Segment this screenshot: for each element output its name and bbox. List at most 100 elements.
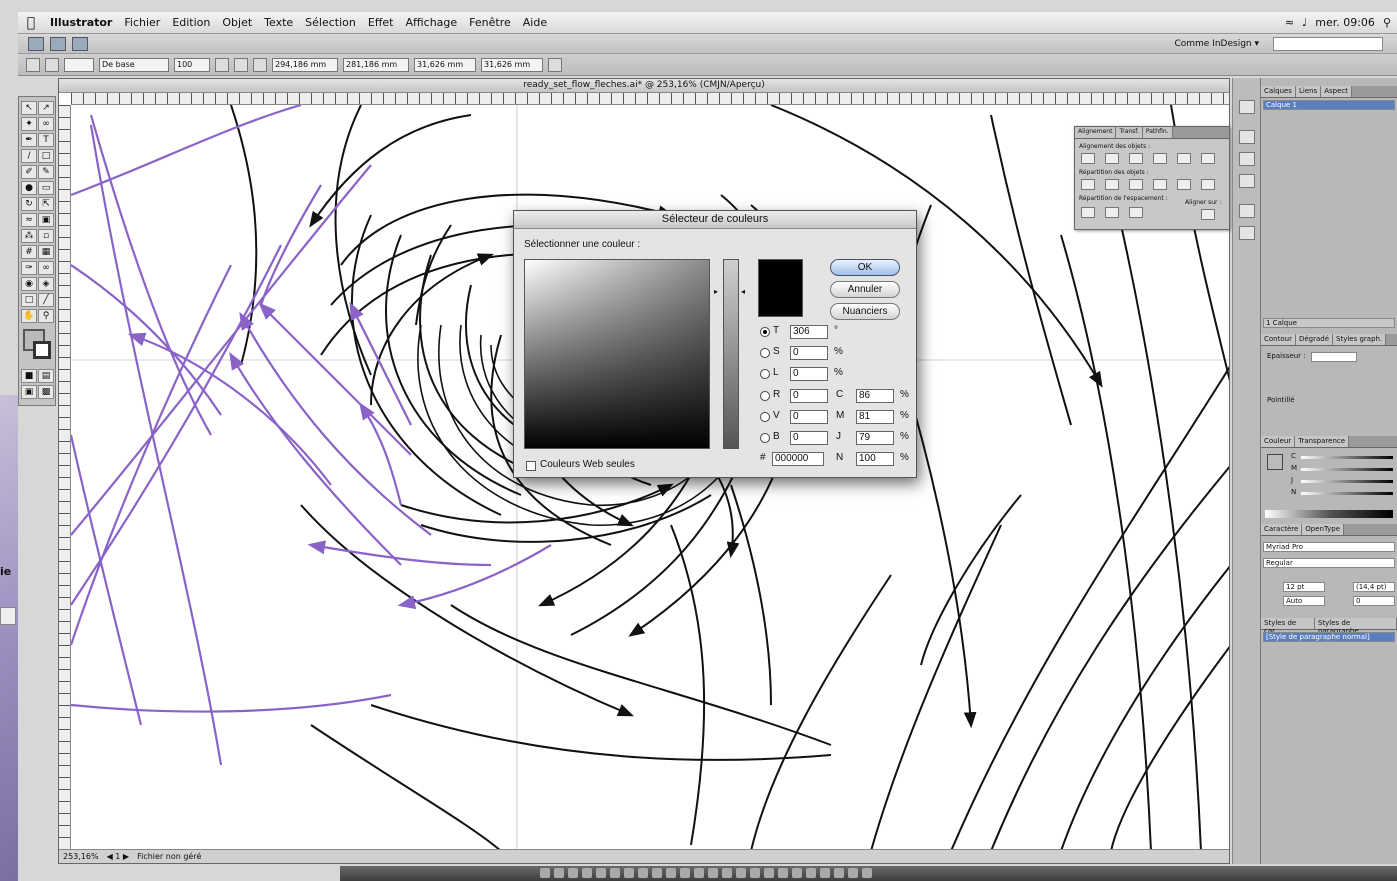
tab-transparence[interactable]: Transparence (1295, 436, 1350, 447)
spacing-field[interactable] (1129, 207, 1143, 218)
tab-styles-graph[interactable]: Styles graph. (1333, 334, 1387, 345)
dock-app-icon[interactable] (834, 868, 844, 878)
workspace-switcher[interactable]: Comme InDesign ▾ (1174, 38, 1259, 49)
dock-app-icon[interactable] (582, 868, 592, 878)
dock-app-icon[interactable] (652, 868, 662, 878)
color-field[interactable] (524, 259, 710, 449)
blend-tool-icon[interactable]: ∞ (38, 261, 54, 275)
selection-tool-icon[interactable]: ↖ (21, 101, 37, 115)
distribute-vcenter-icon[interactable] (1105, 179, 1119, 190)
hand-tool-icon[interactable]: ✋ (21, 309, 37, 323)
align-top-edge-icon[interactable] (1153, 153, 1167, 164)
black-arrow-path[interactable] (230, 104, 258, 366)
green-input[interactable]: 0 (790, 410, 828, 424)
black-arrow-path[interactable] (351, 214, 502, 516)
red-input[interactable]: 0 (790, 389, 828, 403)
dock-app-icon[interactable] (848, 868, 858, 878)
horizontal-ruler[interactable] (71, 93, 1229, 105)
hex-input[interactable]: 000000 (772, 452, 824, 466)
rotate-tool-icon[interactable]: ↻ (21, 197, 37, 211)
cancel-button[interactable]: Annuler (830, 281, 900, 298)
align-horizontal-center-icon[interactable] (1105, 153, 1119, 164)
rectangle-tool-icon[interactable]: □ (38, 149, 54, 163)
tab-couleur[interactable]: Couleur (1261, 436, 1296, 447)
purple-arrow-path[interactable] (239, 311, 432, 536)
purple-arrow-path[interactable] (89, 124, 223, 766)
cyan-slider[interactable] (1301, 456, 1393, 459)
ok-button[interactable]: OK (830, 259, 900, 276)
purple-arrow-path[interactable] (70, 244, 282, 606)
paintbrush-tool-icon[interactable]: ✐ (21, 165, 37, 179)
black-arrow-path[interactable] (730, 484, 772, 706)
purple-arrow-path[interactable] (307, 540, 492, 567)
black-arrow-path[interactable] (990, 114, 1072, 426)
brushes-panel-icon[interactable] (1239, 100, 1255, 114)
dock-app-icon[interactable] (568, 868, 578, 878)
dock-app-icon[interactable] (624, 868, 634, 878)
symbols-panel-icon[interactable] (1239, 152, 1255, 166)
cyan-input[interactable]: 86 (856, 389, 894, 403)
purple-arrow-path[interactable] (69, 264, 232, 646)
stroke-swatch[interactable] (45, 57, 59, 72)
black-arrow-path[interactable] (415, 224, 452, 326)
tab-liens[interactable]: Liens (1295, 86, 1322, 97)
bridge-icon[interactable] (50, 36, 66, 51)
dock-app-icon[interactable] (820, 868, 830, 878)
black-arrow-path[interactable] (400, 483, 674, 524)
color-spectrum-bar[interactable] (1265, 510, 1393, 518)
color-mode-icon[interactable]: ■ (21, 369, 37, 383)
direct-selection-tool-icon[interactable]: ↗ (38, 101, 54, 115)
saturation-radio[interactable] (760, 348, 770, 358)
artboard-navigation[interactable]: ◀ 1 ▶ (106, 852, 130, 861)
gradient-tool-icon[interactable]: ▦ (38, 245, 54, 259)
purple-arrow-path[interactable] (259, 184, 322, 306)
gradient-mode-icon[interactable]: ▤ (38, 369, 54, 383)
dock-app-icon[interactable] (792, 868, 802, 878)
blue-radio[interactable] (760, 433, 770, 443)
menu-selection[interactable]: Sélection (305, 16, 356, 29)
purple-arrow-path[interactable] (258, 302, 412, 456)
purple-arrow-path[interactable] (70, 164, 372, 536)
saturation-input[interactable]: 0 (790, 346, 828, 360)
apple-icon[interactable]:  (18, 15, 44, 31)
symbol-sprayer-tool-icon[interactable]: ⁂ (21, 229, 37, 243)
tab-aspect[interactable]: Aspect (1321, 86, 1352, 97)
black-arrow-path[interactable] (334, 104, 372, 376)
distribute-top-icon[interactable] (1081, 179, 1095, 190)
hue-radio[interactable] (760, 327, 770, 337)
document-title[interactable]: ready_set_flow_fleches.ai* @ 253,16% (CM… (59, 79, 1229, 93)
tab-caractere[interactable]: Caractère (1261, 524, 1303, 535)
black-arrow-path[interactable] (420, 494, 712, 543)
dock-app-icon[interactable] (806, 868, 816, 878)
dock-app-icon[interactable] (722, 868, 732, 878)
dock-app-icon[interactable] (610, 868, 620, 878)
menu-fenetre[interactable]: Fenêtre (469, 16, 511, 29)
dock-app-icon[interactable] (778, 868, 788, 878)
align-right-icon[interactable] (253, 57, 267, 72)
black-arrow-path[interactable] (309, 114, 472, 228)
black-slider[interactable] (1301, 492, 1393, 495)
font-style-field[interactable]: Regular (1263, 558, 1395, 568)
purple-arrow-path[interactable] (349, 301, 412, 426)
navigator-panel-icon[interactable] (1239, 204, 1255, 218)
lasso-tool-icon[interactable]: ∞ (38, 117, 54, 131)
info-panel-icon[interactable] (1239, 226, 1255, 240)
menu-objet[interactable]: Objet (222, 16, 253, 29)
menu-edition[interactable]: Edition (172, 16, 211, 29)
black-arrow-path[interactable] (1120, 224, 1202, 852)
distribute-hcenter-icon[interactable] (1177, 179, 1191, 190)
purple-arrow-path[interactable] (359, 402, 403, 506)
tab-pathfinder[interactable]: Pathfin. (1142, 127, 1173, 138)
black-arrow-path[interactable] (990, 465, 1230, 852)
menu-affichage[interactable]: Affichage (405, 16, 458, 29)
brightness-radio[interactable] (760, 369, 770, 379)
black-arrow-path[interactable] (450, 604, 832, 746)
hue-input[interactable]: 306 (790, 325, 828, 339)
blob-brush-tool-icon[interactable]: ● (21, 181, 37, 195)
black-arrow-path[interactable] (370, 253, 494, 406)
stroke-weight-input[interactable] (1311, 352, 1357, 362)
brightness-input[interactable]: 0 (790, 367, 828, 381)
layer-row[interactable]: Calque 1 (1263, 100, 1395, 110)
align-right-edge-icon[interactable] (1129, 153, 1143, 164)
key-black-input[interactable]: 100 (856, 452, 894, 466)
